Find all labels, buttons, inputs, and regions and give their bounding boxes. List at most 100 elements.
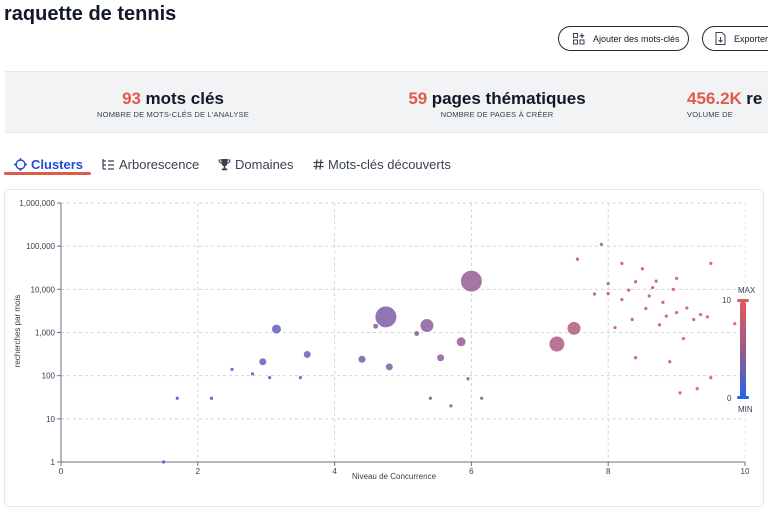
scatter-point xyxy=(654,279,658,283)
scatter-point xyxy=(692,317,696,322)
scatter-point xyxy=(230,367,234,371)
stat-keywords: 93 mots clés NOMBRE DE MOTS-CLÉS DE L'AN… xyxy=(83,89,263,119)
y-tick-label: 100 xyxy=(42,372,56,381)
scatter-point xyxy=(678,391,682,395)
scatter-point xyxy=(357,354,367,364)
y-tick-label: 1,000,000 xyxy=(19,199,55,208)
scatter-point xyxy=(640,267,645,271)
stat-volume-value: 456.2K xyxy=(687,89,742,108)
scatter-point xyxy=(372,322,380,330)
chart-points xyxy=(162,242,737,464)
x-tick-label: 2 xyxy=(196,467,201,476)
chart-card: 0 2 4 6 8 10 1 10 100 1,000 10,000 100,000 1,000,000… xyxy=(4,189,764,507)
scatter-point xyxy=(606,291,610,296)
stat-volume-label: re xyxy=(746,89,763,108)
tabs-bar: Clusters Arborescence Domaines xyxy=(0,150,768,178)
scatter-point xyxy=(627,288,631,292)
y-tick-label: 100,000 xyxy=(26,242,55,251)
stat-volume-subtitle: VOLUME DE xyxy=(687,110,733,119)
color-legend-max-handle[interactable] xyxy=(737,299,749,302)
tab-mots-cles-decouverts-label: Mots-clés découverts xyxy=(328,156,451,172)
scatter-point xyxy=(620,297,624,302)
scatter-point xyxy=(709,261,713,265)
scatter-point xyxy=(664,314,668,318)
tab-mots-cles-decouverts[interactable]: Mots-clés découverts xyxy=(313,153,451,175)
scatter-point xyxy=(162,460,166,464)
scatter-point xyxy=(209,396,214,400)
scatter-point xyxy=(651,285,655,290)
scatter-point xyxy=(733,322,737,326)
scatter-point xyxy=(606,282,610,286)
tab-arborescence[interactable]: Arborescence xyxy=(102,153,199,175)
color-legend-min-handle[interactable] xyxy=(737,396,749,399)
stat-pages: 59 pages thématiques NOMBRE DE PAGES À C… xyxy=(377,89,617,119)
scatter-point xyxy=(466,377,470,381)
add-grid-icon xyxy=(573,32,585,45)
y-tick-label: 10,000 xyxy=(31,285,56,294)
scatter-point xyxy=(647,294,651,298)
stat-pages-value: 59 xyxy=(408,89,428,108)
hashtag-icon xyxy=(313,158,324,170)
color-legend-max-value: 10 xyxy=(722,296,731,305)
color-legend-gradient-bar xyxy=(740,301,746,398)
x-axis-title: Niveau de Concurrence xyxy=(352,472,437,481)
scatter-point xyxy=(413,329,421,337)
scatter-point xyxy=(709,376,713,380)
export-button[interactable]: Exporter xyxy=(702,26,768,51)
active-tab-underline xyxy=(4,172,91,175)
stat-keywords-value: 93 xyxy=(122,89,142,108)
scatter-point xyxy=(613,325,617,330)
scatter-point xyxy=(302,349,312,359)
scatter-point xyxy=(681,337,686,341)
tab-clusters-label: Clusters xyxy=(31,156,84,172)
scatter-point xyxy=(599,242,603,246)
y-tick-label: 10 xyxy=(46,415,55,424)
scatter-point xyxy=(250,372,255,376)
target-icon xyxy=(14,157,27,171)
trophy-icon xyxy=(218,158,231,171)
add-keywords-label: Ajouter des mots-clés xyxy=(593,33,680,44)
page-title: raquette de tennis xyxy=(4,3,177,25)
export-label: Exporter xyxy=(734,33,768,44)
tab-arborescence-label: Arborescence xyxy=(119,156,200,172)
scatter-point xyxy=(480,396,484,400)
scatter-point xyxy=(270,323,282,335)
y-axis-title: recherches par mois xyxy=(13,295,22,367)
scatter-point xyxy=(630,317,634,322)
scatter-point xyxy=(633,280,638,284)
y-tick-label: 1 xyxy=(51,458,56,467)
x-tick-label: 0 xyxy=(59,467,64,476)
x-tick-label: 6 xyxy=(469,467,474,476)
scatter-point xyxy=(705,315,709,319)
scatter-point xyxy=(374,305,398,329)
tab-clusters[interactable]: Clusters xyxy=(14,153,83,175)
tab-domaines-label: Domaines xyxy=(235,156,294,172)
stat-pages-subtitle: NOMBRE DE PAGES À CRÉER xyxy=(440,110,554,119)
color-legend-min-value: 0 xyxy=(727,394,732,403)
scatter-point xyxy=(675,276,679,280)
scatter-point xyxy=(695,387,699,391)
color-legend-max-label: MAX xyxy=(738,286,756,295)
scatter-point xyxy=(661,300,665,304)
stat-volume: 456.2K re VOLUME DE xyxy=(687,89,762,119)
scatter-point xyxy=(668,360,672,364)
tab-domaines[interactable]: Domaines xyxy=(218,153,294,175)
scatter-point xyxy=(384,362,394,372)
cluster-scatter-chart: 0 2 4 6 8 101101001,00010,000100,0001,000,000… xyxy=(13,199,756,481)
scatter-point xyxy=(671,287,675,291)
scatter-point xyxy=(698,312,703,317)
stat-pages-label: pages thématiques xyxy=(431,89,586,108)
x-tick-label: 4 xyxy=(332,467,337,476)
scatter-point xyxy=(592,292,597,296)
export-document-icon xyxy=(715,32,726,45)
scatter-point xyxy=(675,310,679,315)
scatter-point xyxy=(620,261,624,265)
scatter-point xyxy=(428,396,432,400)
scatter-point xyxy=(657,323,662,327)
chart-grid xyxy=(60,202,746,463)
add-keywords-button[interactable]: Ajouter des mots-clés xyxy=(558,26,689,51)
scatter-point xyxy=(459,269,483,293)
scatter-point xyxy=(548,335,566,353)
